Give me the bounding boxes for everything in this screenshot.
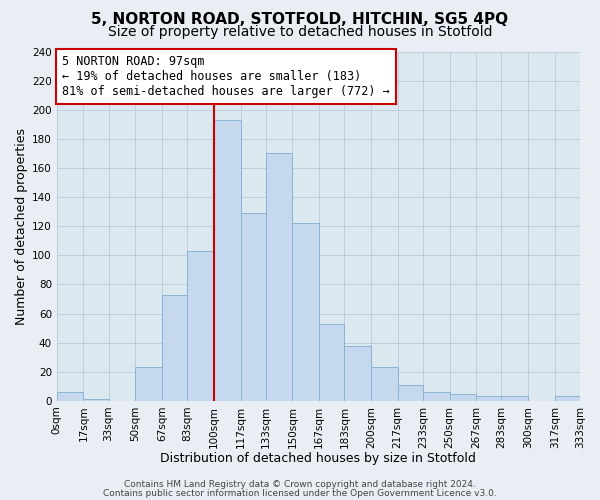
Bar [241,213,266,401]
Bar [449,394,476,401]
Bar [187,251,214,401]
Bar [292,224,319,401]
Bar [423,392,449,401]
Y-axis label: Number of detached properties: Number of detached properties [15,128,28,324]
X-axis label: Distribution of detached houses by size in Stotfold: Distribution of detached houses by size … [160,452,476,465]
Text: 5 NORTON ROAD: 97sqm
← 19% of detached houses are smaller (183)
81% of semi-deta: 5 NORTON ROAD: 97sqm ← 19% of detached h… [62,55,390,98]
Bar [319,324,344,401]
Bar [83,400,109,401]
Text: 5, NORTON ROAD, STOTFOLD, HITCHIN, SG5 4PQ: 5, NORTON ROAD, STOTFOLD, HITCHIN, SG5 4… [91,12,509,28]
Bar [555,396,580,401]
Bar [214,120,241,401]
Text: Contains public sector information licensed under the Open Government Licence v3: Contains public sector information licen… [103,488,497,498]
Bar [398,385,423,401]
Bar [344,346,371,401]
Bar [162,294,187,401]
Text: Contains HM Land Registry data © Crown copyright and database right 2024.: Contains HM Land Registry data © Crown c… [124,480,476,489]
Text: Size of property relative to detached houses in Stotfold: Size of property relative to detached ho… [108,25,492,39]
Bar [136,368,162,401]
Bar [57,392,83,401]
Bar [476,396,502,401]
Bar [266,154,292,401]
Bar [502,396,528,401]
Bar [371,368,398,401]
